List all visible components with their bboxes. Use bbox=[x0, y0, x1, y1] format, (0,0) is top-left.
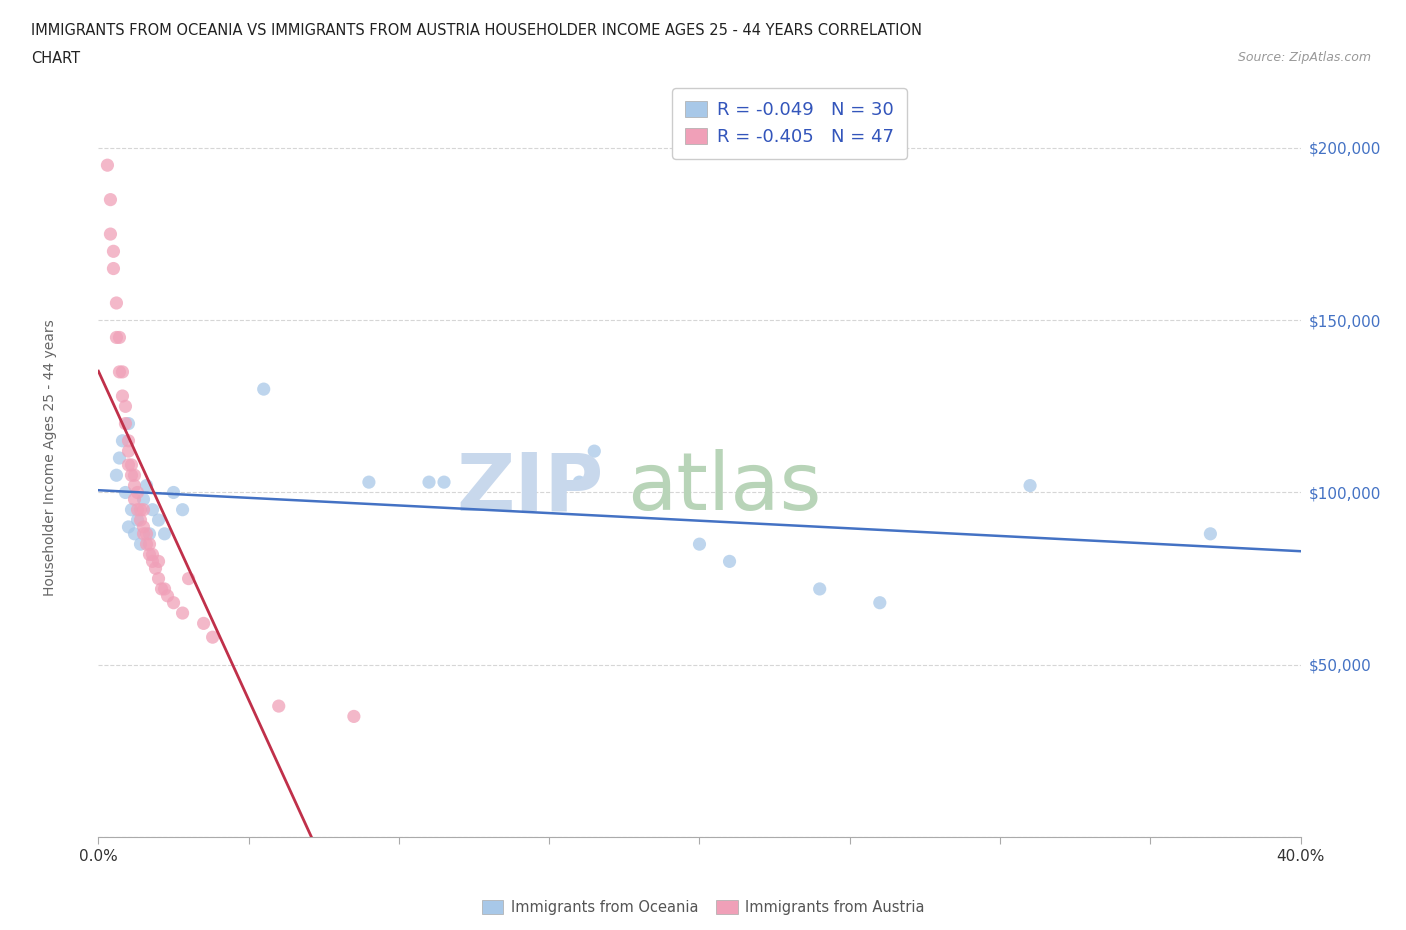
Point bbox=[127, 512, 149, 527]
Point bbox=[129, 512, 152, 527]
Point bbox=[108, 451, 131, 466]
Point bbox=[1199, 526, 1222, 541]
Point bbox=[121, 502, 143, 517]
Point bbox=[138, 526, 160, 541]
Point bbox=[148, 571, 170, 586]
Point bbox=[148, 512, 170, 527]
Point bbox=[103, 244, 125, 259]
Point bbox=[138, 537, 160, 551]
Point bbox=[267, 698, 290, 713]
Point bbox=[100, 193, 122, 207]
Point bbox=[141, 554, 163, 569]
Text: ZIP: ZIP bbox=[456, 449, 603, 527]
Point bbox=[177, 571, 200, 586]
Point bbox=[343, 709, 366, 724]
Point bbox=[138, 547, 160, 562]
Point bbox=[869, 595, 891, 610]
Point bbox=[357, 474, 380, 489]
Point bbox=[148, 554, 170, 569]
Text: Source: ZipAtlas.com: Source: ZipAtlas.com bbox=[1237, 51, 1371, 64]
Point bbox=[418, 474, 440, 489]
Point bbox=[1019, 478, 1042, 493]
Point bbox=[103, 261, 125, 276]
Point bbox=[162, 595, 184, 610]
Point bbox=[127, 502, 149, 517]
Point bbox=[105, 468, 128, 483]
Point bbox=[135, 478, 157, 493]
Point bbox=[100, 227, 122, 242]
Point bbox=[114, 399, 136, 414]
Point bbox=[132, 520, 155, 535]
Point bbox=[201, 630, 224, 644]
Text: CHART: CHART bbox=[31, 51, 80, 66]
Point bbox=[111, 433, 134, 448]
Point bbox=[172, 605, 194, 620]
Point bbox=[141, 502, 163, 517]
Point bbox=[117, 416, 139, 431]
Point bbox=[121, 458, 143, 472]
Point bbox=[124, 526, 146, 541]
Point bbox=[111, 389, 134, 404]
Point bbox=[117, 520, 139, 535]
Point bbox=[117, 458, 139, 472]
Legend: R = -0.049   N = 30, R = -0.405   N = 47: R = -0.049 N = 30, R = -0.405 N = 47 bbox=[672, 88, 907, 159]
Point bbox=[132, 492, 155, 507]
Point bbox=[172, 502, 194, 517]
Point bbox=[127, 485, 149, 500]
Point bbox=[156, 589, 179, 604]
Point bbox=[124, 468, 146, 483]
Point bbox=[808, 581, 831, 596]
Point bbox=[114, 416, 136, 431]
Point bbox=[568, 474, 591, 489]
Point bbox=[108, 365, 131, 379]
Point bbox=[114, 485, 136, 500]
Point bbox=[153, 526, 176, 541]
Point bbox=[153, 581, 176, 596]
Point bbox=[150, 581, 173, 596]
Y-axis label: Householder Income Ages 25 - 44 years: Householder Income Ages 25 - 44 years bbox=[42, 320, 56, 596]
Point bbox=[117, 433, 139, 448]
Point bbox=[141, 547, 163, 562]
Point bbox=[117, 444, 139, 458]
Text: atlas: atlas bbox=[627, 449, 821, 527]
Point bbox=[162, 485, 184, 500]
Point bbox=[96, 158, 118, 173]
Point bbox=[132, 502, 155, 517]
Point bbox=[145, 561, 167, 576]
Point bbox=[688, 537, 710, 551]
Point bbox=[129, 502, 152, 517]
Point bbox=[129, 537, 152, 551]
Point bbox=[135, 526, 157, 541]
Point bbox=[433, 474, 456, 489]
Point bbox=[135, 537, 157, 551]
Point bbox=[253, 381, 276, 396]
Point bbox=[108, 330, 131, 345]
Point bbox=[193, 616, 215, 631]
Point bbox=[124, 478, 146, 493]
Point bbox=[583, 444, 606, 458]
Point bbox=[105, 296, 128, 311]
Point bbox=[111, 365, 134, 379]
Text: IMMIGRANTS FROM OCEANIA VS IMMIGRANTS FROM AUSTRIA HOUSEHOLDER INCOME AGES 25 - : IMMIGRANTS FROM OCEANIA VS IMMIGRANTS FR… bbox=[31, 23, 922, 38]
Point bbox=[105, 330, 128, 345]
Point bbox=[121, 468, 143, 483]
Legend: Immigrants from Oceania, Immigrants from Austria: Immigrants from Oceania, Immigrants from… bbox=[475, 894, 931, 921]
Point bbox=[718, 554, 741, 569]
Point bbox=[124, 492, 146, 507]
Point bbox=[132, 526, 155, 541]
